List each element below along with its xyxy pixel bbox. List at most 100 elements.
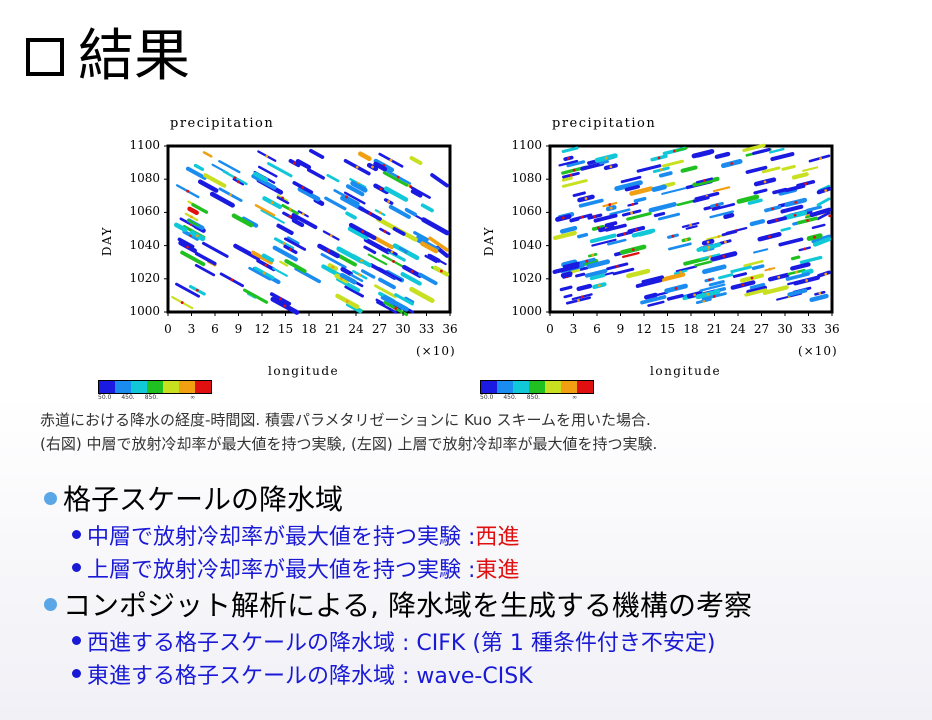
rain-cell <box>785 272 810 281</box>
rain-cell <box>382 295 409 312</box>
rain-cell <box>563 293 573 299</box>
rain-cell <box>723 212 735 220</box>
rain-cell <box>747 198 763 205</box>
rain-cell <box>194 263 216 277</box>
rain-cell <box>612 267 635 276</box>
rain-cell <box>552 264 580 274</box>
rain-cell <box>294 266 321 284</box>
rain-cell <box>647 300 665 307</box>
rain-core <box>360 259 363 263</box>
rain-cell <box>358 151 372 162</box>
rain-cell <box>306 168 325 180</box>
rain-cell <box>694 260 713 267</box>
rain-cell <box>577 232 589 239</box>
rain-cell <box>586 259 611 269</box>
rain-cell <box>363 237 391 255</box>
rain-core <box>383 230 387 233</box>
rain-cell <box>746 285 767 294</box>
rain-cell <box>561 146 579 154</box>
rain-cell <box>714 151 731 159</box>
rain-cell <box>394 293 414 306</box>
bullet-text: コンポジット解析による, 降水域を生成する機構の考察 <box>63 589 752 622</box>
rain-cell <box>787 278 806 286</box>
rain-cell <box>780 204 804 214</box>
rain-cell <box>251 173 277 190</box>
rain-cell <box>197 179 219 193</box>
rain-cell <box>231 213 254 228</box>
rain-core <box>392 260 395 263</box>
rain-cell <box>267 162 293 178</box>
x-tick-label: 33 <box>800 322 817 336</box>
bullet-text: 東進する格子スケールの降水域 : wave-CISK <box>87 663 533 689</box>
plot-title: precipitation <box>552 116 657 131</box>
rain-core <box>703 179 706 182</box>
bullet-text: 格子スケールの降水域 <box>63 483 344 516</box>
x-tick-label: 21 <box>706 322 723 336</box>
rain-cell <box>593 213 618 223</box>
rain-core <box>567 156 570 160</box>
rain-cell <box>580 161 605 171</box>
rain-cell <box>692 196 710 203</box>
plot-canvas <box>164 144 452 317</box>
rain-core <box>597 284 601 288</box>
rain-cell <box>400 272 422 286</box>
rain-core <box>818 291 822 295</box>
rain-cell <box>242 288 269 304</box>
rain-core <box>265 154 269 158</box>
rain-cell <box>591 238 617 247</box>
rain-cell <box>202 151 213 158</box>
y-tick-label: 1060 <box>511 204 542 219</box>
rain-core <box>693 293 697 297</box>
rain-cell <box>629 186 654 196</box>
rain-cell <box>254 204 276 217</box>
rain-cell <box>376 300 398 314</box>
rain-cell <box>784 184 806 193</box>
rain-cell <box>582 258 599 266</box>
rain-cell <box>410 189 423 198</box>
colorbar-label: 450. <box>121 394 135 401</box>
rain-core <box>771 207 775 211</box>
rain-core <box>794 200 798 204</box>
rain-cell <box>675 265 698 273</box>
rain-cell <box>666 293 684 301</box>
rain-core <box>819 157 823 160</box>
x-tick-label: 36 <box>824 322 840 336</box>
slide-title: 結果 <box>26 22 190 92</box>
rain-core <box>741 283 745 287</box>
rain-core <box>387 200 391 203</box>
bullet-icon <box>72 530 81 539</box>
y-tick-label: 1080 <box>129 171 160 186</box>
y-tick-label: 1080 <box>511 171 542 186</box>
rain-cell <box>607 238 627 246</box>
rain-core <box>293 161 296 165</box>
rain-cell <box>576 283 593 292</box>
rain-core <box>229 193 232 197</box>
rain-cell <box>659 272 686 282</box>
colorbar-labels-left: 50.0 450. 850. ∞ <box>98 394 195 401</box>
rain-core <box>327 249 330 253</box>
rain-core <box>795 270 798 274</box>
rain-cell <box>680 165 698 173</box>
rain-core <box>282 242 286 245</box>
colorbar-label: 450. <box>503 394 517 401</box>
bullet-grid-scale: 格子スケールの降水域 <box>44 478 752 518</box>
x-tick-label: 6 <box>211 322 219 336</box>
rain-core <box>722 254 726 258</box>
rain-cell <box>418 272 438 286</box>
y-tick-label: 1000 <box>511 304 542 318</box>
rain-cell <box>258 165 278 178</box>
rain-cell <box>711 203 736 211</box>
colorbar-swatch <box>179 381 195 393</box>
sub-bullet-upper-layer: 上層で放射冷却率が最大値を持つ実験 : 東進 <box>72 551 752 584</box>
x-tick-label: 9 <box>616 322 625 336</box>
rain-cell <box>589 233 617 244</box>
rain-cell <box>248 266 272 281</box>
rain-cell <box>562 261 580 269</box>
rain-core <box>671 234 675 238</box>
rain-core <box>631 203 635 206</box>
rain-cell <box>420 241 439 254</box>
rain-cell <box>762 285 789 295</box>
rain-cell <box>699 283 726 292</box>
rain-core <box>230 278 234 282</box>
rain-cell <box>175 282 201 298</box>
